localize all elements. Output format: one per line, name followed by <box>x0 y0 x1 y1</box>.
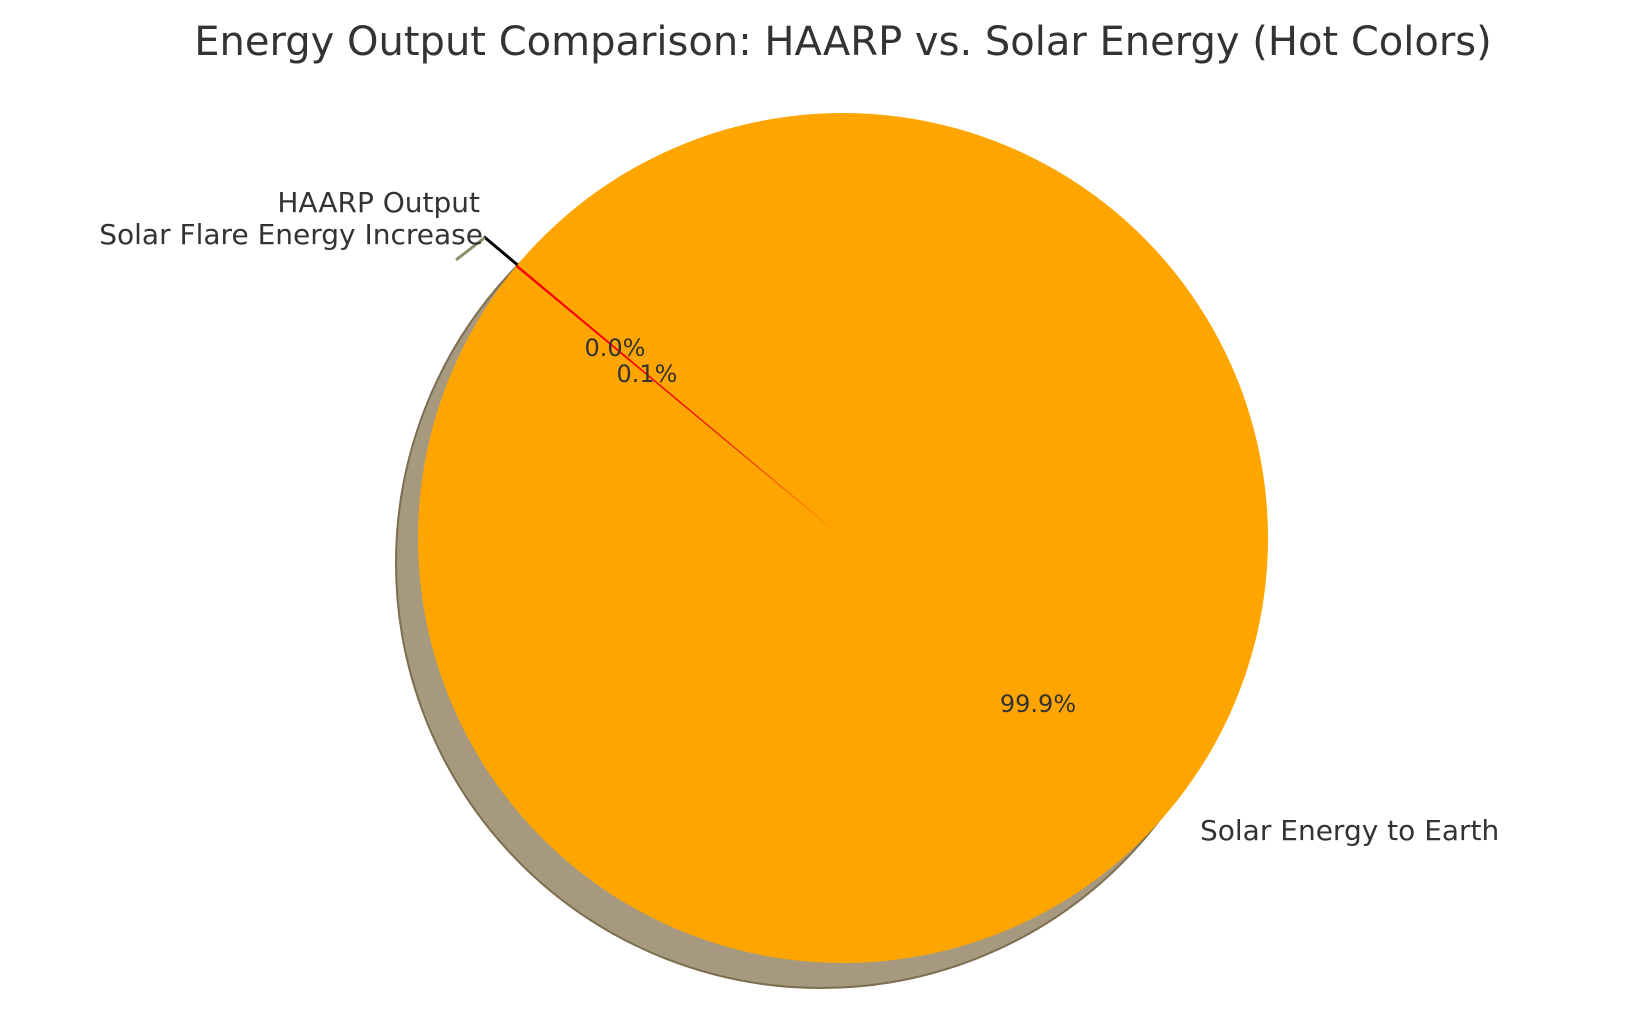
pie-slice-edge-solar-flare-energy-increase <box>517 264 844 539</box>
slice-label-solar-energy-to-earth: Solar Energy to Earth <box>1200 814 1499 847</box>
slice-label-haarp-output: HAARP Output <box>277 186 480 219</box>
pie-labels: HAARP Output 0.0% Solar Flare Energy Incre… <box>99 186 1499 847</box>
pie-slice-solar-energy-to-earth <box>418 112 1269 963</box>
pct-label-solar-energy-to-earth: 99.9% <box>1000 690 1076 718</box>
pie-slices <box>418 112 1269 963</box>
pct-label-haarp-output: 0.0% <box>585 334 646 362</box>
slice-label-solar-flare-energy-increase: Solar Flare Energy Increase <box>99 218 483 251</box>
chart-title: Energy Output Comparison: HAARP vs. Sola… <box>194 19 1491 65</box>
pct-label-solar-flare-energy-increase: 0.1% <box>617 360 678 388</box>
pie-slice-leader-haarp-output <box>455 236 486 262</box>
